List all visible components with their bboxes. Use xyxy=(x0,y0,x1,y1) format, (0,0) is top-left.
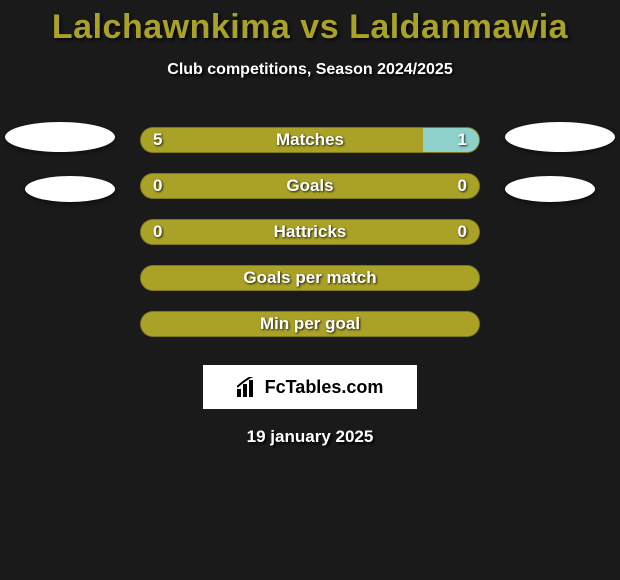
comparison-infographic: Lalchawnkima vs Laldanmawia Club competi… xyxy=(0,0,620,580)
decorative-ellipse xyxy=(25,176,115,202)
logo-box: FcTables.com xyxy=(203,365,417,409)
metric-row: Min per goal xyxy=(0,301,620,347)
metric-bar: Goals per match xyxy=(140,265,480,291)
bar-fill-left xyxy=(141,312,479,336)
bar-fill-left xyxy=(141,220,479,244)
logo-text: FcTables.com xyxy=(265,377,384,398)
bar-fill-left xyxy=(141,174,479,198)
bar-fill-left xyxy=(141,128,423,152)
title-player2: Laldanmawia xyxy=(349,8,568,46)
metric-bar: Hattricks00 xyxy=(140,219,480,245)
bar-fill-right xyxy=(423,128,479,152)
metric-bar: Goals00 xyxy=(140,173,480,199)
metric-bar: Min per goal xyxy=(140,311,480,337)
subtitle: Club competitions, Season 2024/2025 xyxy=(0,61,620,79)
value-left: 0 xyxy=(153,174,162,198)
date-text: 19 january 2025 xyxy=(0,427,620,447)
title-vs: vs xyxy=(300,8,339,46)
page-title: Lalchawnkima vs Laldanmawia xyxy=(0,8,620,47)
metric-bar: Matches51 xyxy=(140,127,480,153)
decorative-ellipse xyxy=(505,122,615,152)
decorative-ellipse xyxy=(505,176,595,202)
bar-fill-left xyxy=(141,266,479,290)
metric-row: Goals per match xyxy=(0,255,620,301)
bar-chart-icon xyxy=(237,377,259,397)
metric-rows: Matches51Goals00Hattricks00Goals per mat… xyxy=(0,117,620,347)
decorative-ellipse xyxy=(5,122,115,152)
value-left: 0 xyxy=(153,220,162,244)
value-left: 5 xyxy=(153,128,162,152)
metric-row: Hattricks00 xyxy=(0,209,620,255)
value-right: 1 xyxy=(458,128,467,152)
value-right: 0 xyxy=(458,220,467,244)
value-right: 0 xyxy=(458,174,467,198)
title-player1: Lalchawnkima xyxy=(52,8,290,46)
